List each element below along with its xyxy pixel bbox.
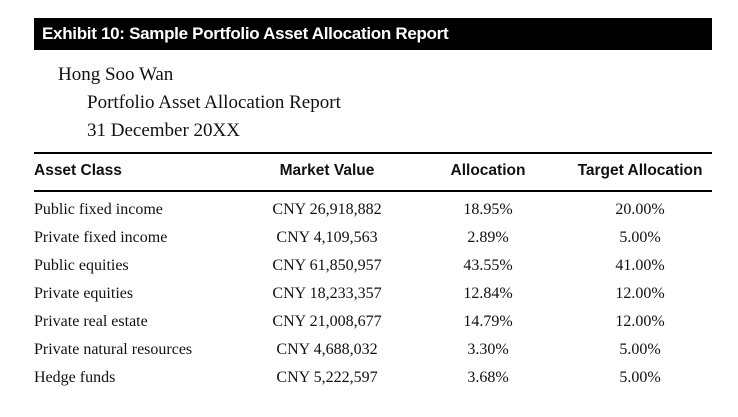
cell-target-allocation: 20.00%: [615, 201, 665, 218]
cell-asset-class: Private real estate: [34, 313, 148, 330]
cell-target-allocation: 5.00%: [619, 341, 661, 358]
cell-allocation: 43.55%: [463, 257, 513, 274]
table-row: Private equities CNY 18,233,357 12.84% 1…: [0, 285, 738, 313]
cell-allocation: 18.95%: [463, 201, 513, 218]
header-target-allocation: Target Allocation: [577, 162, 703, 179]
report-title: Portfolio Asset Allocation Report: [87, 92, 341, 113]
cell-asset-class: Public fixed income: [34, 201, 163, 218]
cell-target-allocation: 41.00%: [615, 257, 665, 274]
cell-market-value: CNY 4,688,032: [276, 341, 378, 358]
cell-target-allocation: 12.00%: [615, 313, 665, 330]
exhibit-banner: Exhibit 10: Sample Portfolio Asset Alloc…: [34, 18, 712, 50]
cell-asset-class: Public equities: [34, 257, 129, 274]
table-row: Public equities CNY 61,850,957 43.55% 41…: [0, 257, 738, 285]
cell-market-value: CNY 18,233,357: [272, 285, 382, 302]
report-date: 31 December 20XX: [87, 120, 241, 141]
cell-allocation: 2.89%: [467, 229, 509, 246]
cell-allocation: 12.84%: [463, 285, 513, 302]
cell-target-allocation: 5.00%: [619, 229, 661, 246]
exhibit-title: Exhibit 10: Sample Portfolio Asset Alloc…: [42, 24, 449, 43]
cell-target-allocation: 12.00%: [615, 285, 665, 302]
cell-market-value: CNY 26,918,882: [272, 201, 382, 218]
cell-asset-class: Private natural resources: [34, 341, 193, 358]
client-name: Hong Soo Wan: [58, 64, 174, 85]
table-row: Private natural resources CNY 4,688,032 …: [0, 341, 738, 369]
table-row: Hedge funds CNY 5,222,597 3.68% 5.00%: [0, 369, 738, 397]
cell-allocation: 3.68%: [467, 369, 509, 386]
table-header-rule: [34, 190, 712, 192]
cell-allocation: 14.79%: [463, 313, 513, 330]
header-asset-class: Asset Class: [34, 162, 122, 179]
table-top-rule: [34, 152, 712, 154]
cell-target-allocation: 5.00%: [619, 369, 661, 386]
cell-market-value: CNY 61,850,957: [272, 257, 382, 274]
table-row: Public fixed income CNY 26,918,882 18.95…: [0, 201, 738, 229]
cell-market-value: CNY 21,008,677: [272, 313, 382, 330]
cell-asset-class: Private equities: [34, 285, 134, 302]
header-allocation: Allocation: [450, 162, 526, 179]
cell-asset-class: Private fixed income: [34, 229, 168, 246]
table-row: Private fixed income CNY 4,109,563 2.89%…: [0, 229, 738, 257]
table-row: Private real estate CNY 21,008,677 14.79…: [0, 313, 738, 341]
header-market-value: Market Value: [279, 162, 375, 179]
cell-market-value: CNY 4,109,563: [276, 229, 378, 246]
cell-market-value: CNY 5,222,597: [276, 369, 378, 386]
cell-asset-class: Hedge funds: [34, 369, 116, 386]
cell-allocation: 3.30%: [467, 341, 509, 358]
